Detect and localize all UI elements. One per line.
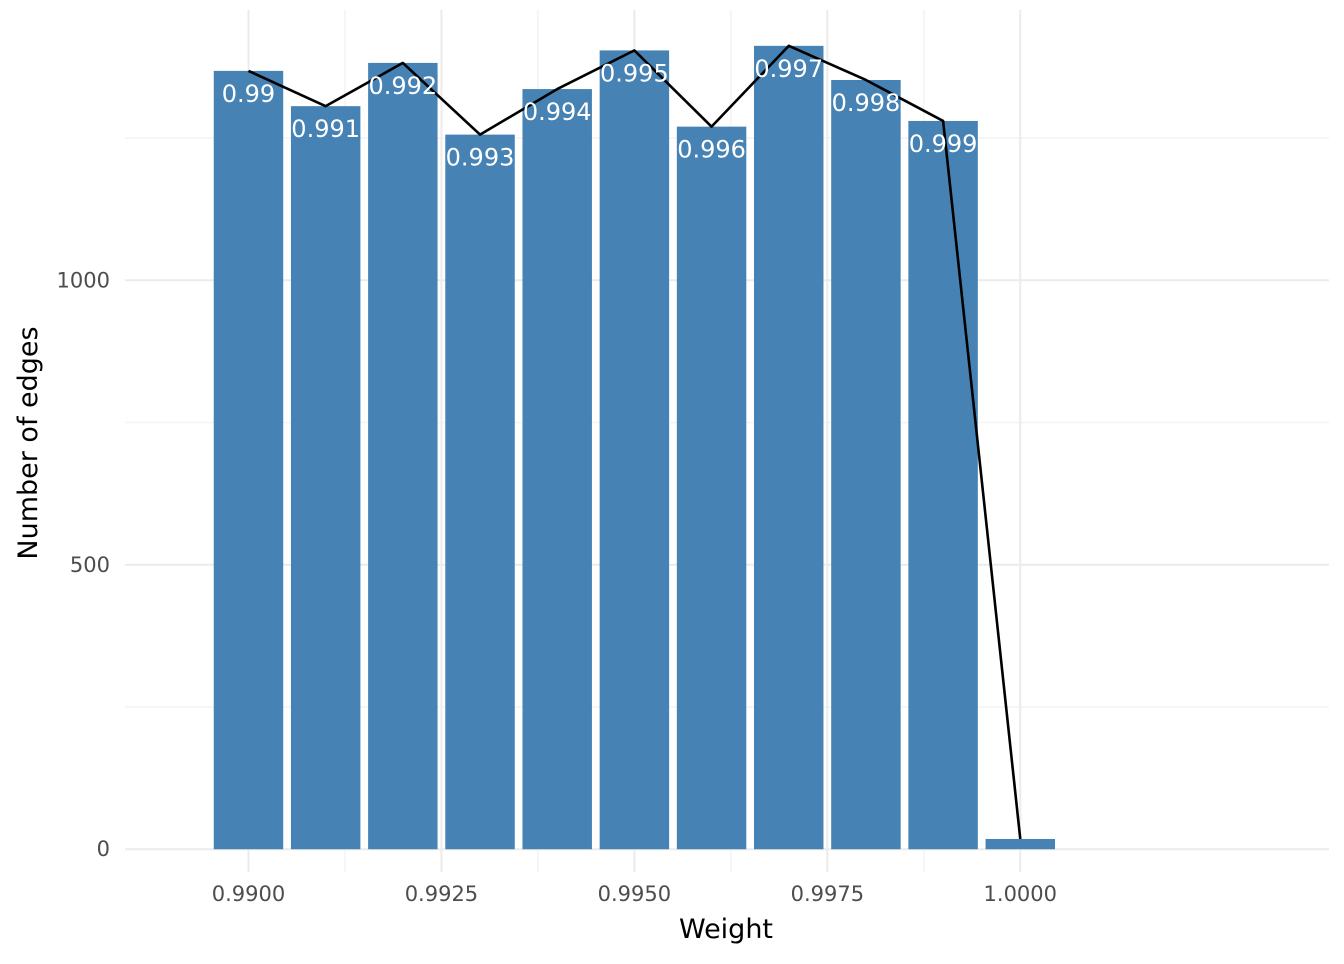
x-axis-title: Weight xyxy=(679,914,773,945)
tick-label-layer: 0.9900 0.9925 0.9950 0.9975 1.0000 0 500 1000 xyxy=(57,268,1057,906)
bar xyxy=(676,126,747,850)
bar xyxy=(599,50,670,850)
x-tick-label: 0.9900 xyxy=(212,882,285,906)
x-tick-label: 0.9925 xyxy=(405,882,478,906)
bar-label: 0.99 xyxy=(222,80,275,108)
x-tick-label: 0.9950 xyxy=(598,882,671,906)
bar-label: 0.999 xyxy=(909,130,978,158)
bar-label-layer: 0.99 0.991 0.992 0.993 0.994 0.995 0.996 0.997 0… xyxy=(222,55,978,172)
bar-layer xyxy=(213,45,1056,850)
bar xyxy=(985,838,1056,850)
bar-label: 0.991 xyxy=(291,115,360,143)
y-tick-label: 0 xyxy=(97,837,110,861)
bar xyxy=(831,79,901,850)
bar xyxy=(754,45,824,850)
bar xyxy=(368,62,438,850)
bar-label: 0.994 xyxy=(523,98,592,126)
y-tick-label: 1000 xyxy=(57,268,110,292)
bar-label: 0.997 xyxy=(754,55,823,83)
bar xyxy=(522,89,592,850)
bar-label: 0.993 xyxy=(446,144,515,172)
x-tick-label: 0.9975 xyxy=(791,882,864,906)
y-axis-title: Number of edges xyxy=(13,326,44,559)
bar xyxy=(445,134,515,850)
bar-label: 0.998 xyxy=(832,89,901,117)
bar xyxy=(290,106,361,850)
bar-label: 0.995 xyxy=(600,59,669,87)
bar-label: 0.992 xyxy=(368,72,437,100)
trend-line xyxy=(247,44,1022,840)
bar-label: 0.996 xyxy=(677,136,746,164)
bar xyxy=(908,120,978,850)
x-tick-label: 1.0000 xyxy=(984,882,1057,906)
line-layer xyxy=(247,44,1022,840)
y-tick-label: 500 xyxy=(70,553,110,577)
bar xyxy=(213,70,284,850)
